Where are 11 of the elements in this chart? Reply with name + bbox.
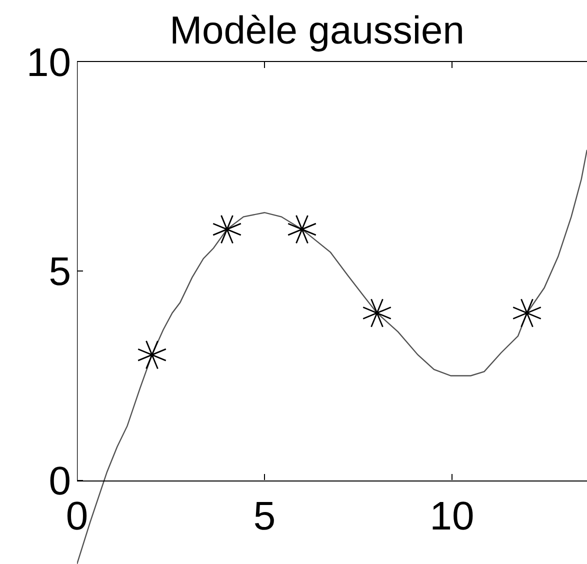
point [362, 298, 392, 328]
point [512, 298, 542, 328]
x-tick-label: 10 [430, 494, 474, 538]
chart-title: Modèle gaussien [170, 10, 464, 53]
y-tick-label: 0 [48, 459, 71, 504]
point [137, 340, 167, 370]
x-tick-label: 5 [253, 494, 276, 538]
point [212, 214, 242, 244]
point [287, 214, 317, 244]
y-tick-label: 10 [26, 41, 71, 85]
y-tick-label: 5 [48, 250, 71, 294]
